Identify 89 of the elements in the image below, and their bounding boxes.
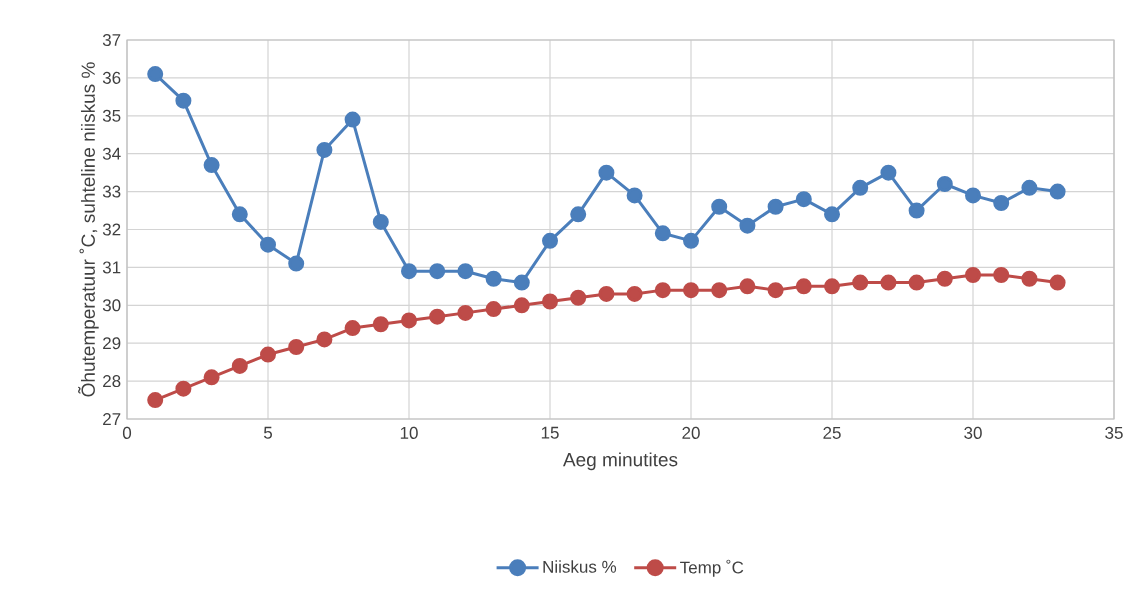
y-tick-label: 36 xyxy=(102,71,121,84)
x-axis-title: Aeg minutites xyxy=(562,452,678,471)
point xyxy=(231,357,248,374)
point xyxy=(344,320,361,337)
x-tick-label: 35 xyxy=(1105,426,1123,439)
point xyxy=(401,312,417,329)
point xyxy=(457,263,474,280)
point xyxy=(401,263,417,280)
point xyxy=(485,270,502,287)
point xyxy=(372,316,389,333)
point xyxy=(570,289,587,306)
point xyxy=(344,111,361,128)
point xyxy=(626,187,643,204)
y-axis-title: Õhutemperatuur ˚C, suhteline niiskus % xyxy=(78,62,99,397)
point xyxy=(993,194,1010,211)
point xyxy=(542,293,558,310)
point xyxy=(513,274,530,291)
point xyxy=(542,232,558,249)
y-tick-label: 35 xyxy=(102,109,121,122)
point xyxy=(147,392,164,409)
point xyxy=(880,164,897,181)
point xyxy=(1049,183,1066,200)
y-tick-label: 32 xyxy=(102,223,121,236)
point xyxy=(767,282,784,299)
point xyxy=(993,266,1010,283)
point xyxy=(260,236,276,253)
legend-label: Temp ˚C xyxy=(680,559,744,577)
legend-label: Niiskus % xyxy=(543,560,617,573)
point xyxy=(203,369,220,386)
point xyxy=(316,141,333,158)
point xyxy=(908,202,925,219)
point xyxy=(485,301,502,318)
point xyxy=(372,213,389,230)
point xyxy=(1049,274,1066,291)
x-tick-label: 25 xyxy=(823,426,841,439)
point xyxy=(429,263,446,280)
point xyxy=(654,225,671,242)
point xyxy=(711,282,728,299)
point xyxy=(175,92,192,109)
point xyxy=(824,278,841,295)
point xyxy=(288,255,305,272)
point xyxy=(852,274,869,291)
point xyxy=(1021,270,1038,287)
point xyxy=(1021,179,1038,196)
point xyxy=(795,278,812,295)
point xyxy=(880,274,897,291)
point xyxy=(203,157,220,174)
point xyxy=(739,217,756,234)
point xyxy=(711,198,728,215)
point xyxy=(457,304,474,321)
point xyxy=(965,266,982,283)
y-tick-label: 28 xyxy=(103,375,121,388)
point xyxy=(175,380,192,397)
point xyxy=(288,338,305,355)
y-tick-label: 34 xyxy=(102,147,121,160)
point xyxy=(316,331,333,348)
point xyxy=(852,179,869,196)
point xyxy=(231,206,248,223)
y-tick-label: 30 xyxy=(102,299,121,312)
point xyxy=(570,206,587,223)
point xyxy=(147,66,164,83)
point xyxy=(598,285,615,302)
point xyxy=(683,282,700,299)
point xyxy=(429,308,446,325)
point xyxy=(598,164,615,181)
point xyxy=(936,176,953,193)
x-tick-label: 20 xyxy=(682,426,700,439)
x-tick-label: 15 xyxy=(541,426,559,439)
y-tick-label: 31 xyxy=(102,261,121,274)
y-tick-label: 37 xyxy=(102,33,121,47)
point xyxy=(936,270,953,287)
point xyxy=(260,346,276,363)
point xyxy=(795,191,812,208)
point xyxy=(513,297,530,314)
point xyxy=(767,198,784,215)
x-tick-label: 10 xyxy=(400,426,418,439)
x-tick-label: 5 xyxy=(263,426,273,439)
point xyxy=(824,206,841,223)
point xyxy=(654,282,671,299)
y-tick-label: 29 xyxy=(103,337,121,350)
y-tick-label: 27 xyxy=(103,413,121,425)
y-tick-label: 33 xyxy=(102,185,121,198)
point xyxy=(626,285,643,302)
x-tick-label: 30 xyxy=(964,426,982,439)
point xyxy=(739,278,756,295)
x-tick-label: 0 xyxy=(122,426,132,439)
point xyxy=(965,187,982,204)
point xyxy=(683,232,700,249)
point xyxy=(908,274,925,291)
